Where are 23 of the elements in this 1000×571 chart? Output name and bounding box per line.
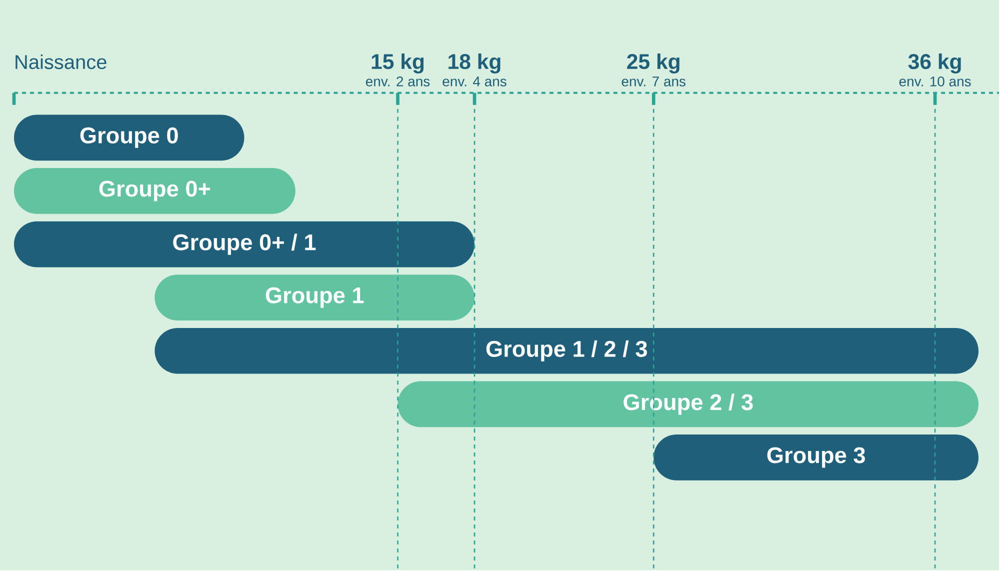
bar bbox=[154, 274, 475, 320]
bar bbox=[14, 221, 475, 268]
y-tick-label: Groupe 3 bbox=[767, 447, 865, 468]
x-tick-label: 25 kg bbox=[627, 53, 680, 74]
ref-line-label: env. 10 ans bbox=[899, 76, 971, 86]
y-tick-label: Groupe 0+ / 1 bbox=[173, 234, 316, 255]
x-tick-label: 18 kg bbox=[448, 53, 500, 74]
ref-line-label: env. 2 ans bbox=[366, 76, 430, 86]
y-tick-label: Groupe 2 / 3 bbox=[624, 394, 753, 415]
bar bbox=[398, 381, 979, 428]
bar bbox=[154, 328, 979, 374]
y-tick-label: Groupe 1 bbox=[266, 287, 364, 308]
y-tick-label: Groupe 0+ bbox=[99, 180, 210, 202]
bar bbox=[654, 434, 979, 480]
y-tick-label: Groupe 1 / 2 / 3 bbox=[486, 340, 647, 362]
y-tick-label: Groupe 0 bbox=[80, 127, 178, 148]
x-tick-label: 15 kg bbox=[372, 53, 424, 74]
x-tick-label: Naissance bbox=[16, 54, 106, 70]
x-tick-label: 36 kg bbox=[908, 53, 961, 74]
ref-line-label: env. 7 ans bbox=[622, 76, 686, 86]
ref-line-label: env. 4 ans bbox=[442, 76, 506, 86]
bar bbox=[14, 168, 296, 214]
bar bbox=[14, 114, 244, 161]
